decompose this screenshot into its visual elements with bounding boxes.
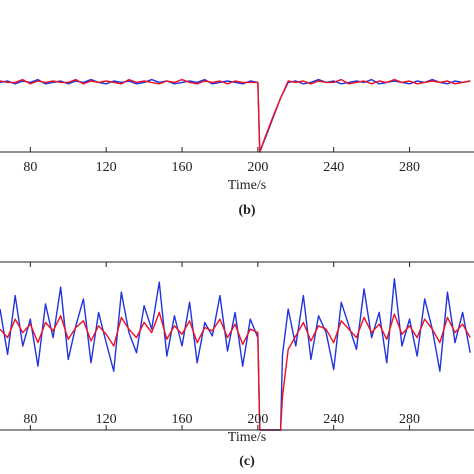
x-tick-label: 80 [23, 412, 37, 427]
x-tick-label: 240 [323, 160, 344, 175]
x-axis-label: Time/s [228, 178, 266, 193]
caption: (b) [238, 203, 255, 218]
x-tick-label: 120 [96, 412, 117, 427]
series-line [0, 78, 471, 153]
x-tick-label: 280 [399, 412, 420, 427]
series-line [0, 311, 471, 431]
x-tick-label: 240 [323, 412, 344, 427]
x-tick-label: 200 [247, 160, 268, 175]
x-axis-label: Time/s [228, 430, 266, 445]
x-tick-label: 160 [172, 412, 193, 427]
x-tick-label: 80 [23, 160, 37, 175]
x-tick-label: 280 [399, 160, 420, 175]
x-tick-label: 160 [172, 160, 193, 175]
series-line [0, 78, 471, 153]
x-tick-label: 120 [96, 160, 117, 175]
x-tick-label: 200 [247, 412, 268, 427]
caption: (c) [239, 454, 255, 469]
series-line [0, 278, 471, 431]
